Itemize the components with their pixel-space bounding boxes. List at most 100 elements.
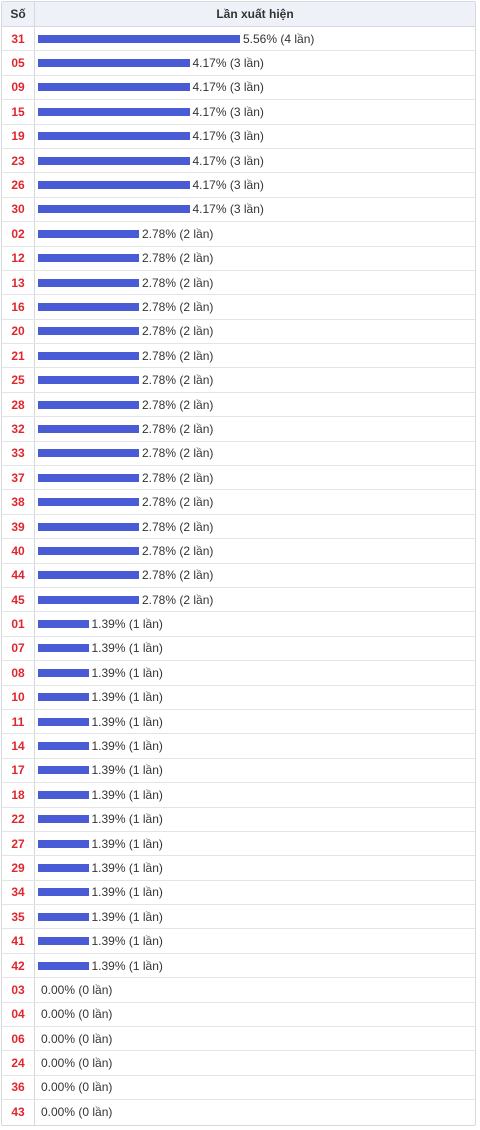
bar-label: 0.00% (0 lần) (41, 1105, 113, 1120)
frequency-cell: 4.17% (3 lần) (35, 76, 475, 99)
frequency-bar (38, 156, 190, 165)
header-number: Số (2, 2, 35, 26)
table-row: 35 1.39% (1 lần) (2, 905, 475, 930)
frequency-bar (38, 961, 89, 970)
table-row: 01 1.39% (1 lần) (2, 612, 475, 637)
row-number: 18 (2, 783, 35, 807)
frequency-cell: 1.39% (1 lần) (35, 905, 475, 928)
row-number: 23 (2, 148, 35, 173)
row-number: 30 (2, 197, 35, 222)
row-number: 07 (2, 636, 35, 661)
bar-label: 1.39% (1 lần) (91, 714, 163, 729)
table-row: 36 0.00% (0 lần) (2, 1075, 475, 1101)
table-row: 30 4.17% (3 lần) (2, 197, 475, 223)
row-number: 05 (2, 51, 35, 75)
frequency-cell: 2.78% (2 lần) (35, 442, 475, 465)
bar-label: 4.17% (3 lần) (192, 56, 264, 71)
bar-label: 5.56% (4 lần) (243, 31, 315, 46)
frequency-cell: 2.78% (2 lần) (35, 466, 475, 489)
bar-label: 1.39% (1 lần) (91, 690, 163, 705)
row-number: 36 (2, 1075, 35, 1100)
table-row: 23 4.17% (3 lần) (2, 148, 475, 174)
bar-label: 1.39% (1 lần) (91, 909, 163, 924)
bar-label: 2.78% (2 lần) (142, 543, 214, 558)
frequency-cell: 1.39% (1 lần) (35, 881, 475, 904)
bar-label: 2.78% (2 lần) (142, 495, 214, 510)
table-row: 40 2.78% (2 lần) (2, 539, 475, 564)
frequency-cell: 1.39% (1 lần) (35, 710, 475, 733)
bar-label: 4.17% (3 lần) (192, 202, 264, 217)
table-row: 31 5.56% (4 lần) (2, 27, 475, 52)
bar-label: 2.78% (2 lần) (142, 470, 214, 485)
table-row: 20 2.78% (2 lần) (2, 319, 475, 345)
frequency-cell: 5.56% (4 lần) (35, 27, 475, 50)
table-row: 43 0.00% (0 lần) (2, 1100, 475, 1125)
frequency-cell: 1.39% (1 lần) (35, 637, 475, 660)
frequency-bar (38, 59, 190, 68)
table-row: 25 2.78% (2 lần) (2, 368, 475, 393)
row-number: 14 (2, 734, 35, 758)
frequency-bar (38, 742, 89, 751)
frequency-bar (38, 620, 89, 629)
table-row: 14 1.39% (1 lần) (2, 734, 475, 759)
bar-label: 1.39% (1 lần) (91, 617, 163, 632)
row-number: 32 (2, 417, 35, 441)
frequency-cell: 1.39% (1 lần) (35, 661, 475, 684)
row-number: 38 (2, 490, 35, 514)
table-row: 05 4.17% (3 lần) (2, 51, 475, 76)
bar-label: 2.78% (2 lần) (142, 348, 214, 363)
frequency-cell: 2.78% (2 lần) (35, 320, 475, 343)
row-number: 34 (2, 880, 35, 905)
bar-label: 2.78% (2 lần) (142, 397, 214, 412)
bar-label: 1.39% (1 lần) (91, 860, 163, 875)
table-row: 38 2.78% (2 lần) (2, 490, 475, 515)
header-frequency: Lần xuất hiện (216, 7, 294, 21)
frequency-bar (38, 790, 89, 799)
table-row: 45 2.78% (2 lần) (2, 587, 475, 613)
row-number: 22 (2, 807, 35, 831)
bar-label: 2.78% (2 lần) (142, 251, 214, 266)
frequency-bar (38, 839, 89, 848)
bar-label: 2.78% (2 lần) (142, 421, 214, 436)
bar-label: 2.78% (2 lần) (142, 568, 214, 583)
table-row: 12 2.78% (2 lần) (2, 246, 475, 271)
frequency-bar (38, 132, 190, 141)
frequency-cell: 2.78% (2 lần) (35, 247, 475, 270)
frequency-cell: 0.00% (0 lần) (35, 1100, 475, 1124)
bar-label: 0.00% (0 lần) (41, 1080, 113, 1095)
frequency-cell: 2.78% (2 lần) (35, 417, 475, 440)
row-number: 40 (2, 539, 35, 563)
table-row: 08 1.39% (1 lần) (2, 661, 475, 686)
frequency-cell: 2.78% (2 lần) (35, 393, 475, 416)
frequency-bar (38, 376, 139, 385)
table-row: 02 2.78% (2 lần) (2, 222, 475, 247)
bar-label: 2.78% (2 lần) (142, 592, 214, 607)
frequency-cell: 1.39% (1 lần) (35, 856, 475, 879)
frequency-bar (38, 351, 139, 360)
table-row: 32 2.78% (2 lần) (2, 417, 475, 442)
frequency-cell: 4.17% (3 lần) (35, 51, 475, 74)
frequency-cell: 4.17% (3 lần) (35, 173, 475, 196)
frequency-cell: 1.39% (1 lần) (35, 612, 475, 635)
row-number: 04 (2, 1002, 35, 1027)
frequency-bar (38, 473, 139, 482)
frequency-cell: 1.39% (1 lần) (35, 759, 475, 782)
table-row: 03 0.00% (0 lần) (2, 978, 475, 1003)
row-number: 24 (2, 1051, 35, 1075)
frequency-bar (38, 937, 89, 946)
table-row: 41 1.39% (1 lần) (2, 929, 475, 954)
frequency-bar (38, 302, 139, 311)
table-row: 37 2.78% (2 lần) (2, 466, 475, 491)
frequency-cell: 2.78% (2 lần) (35, 344, 475, 367)
bar-label: 4.17% (3 lần) (192, 104, 264, 119)
table-row: 06 0.00% (0 lần) (2, 1027, 475, 1052)
frequency-bar (38, 668, 89, 677)
bar-label: 0.00% (0 lần) (41, 982, 113, 997)
bar-label: 2.78% (2 lần) (142, 275, 214, 290)
frequency-cell: 1.39% (1 lần) (35, 832, 475, 855)
frequency-bar (38, 571, 139, 580)
frequency-cell: 1.39% (1 lần) (35, 783, 475, 806)
bar-label: 4.17% (3 lần) (192, 80, 264, 95)
frequency-cell: 2.78% (2 lần) (35, 515, 475, 538)
